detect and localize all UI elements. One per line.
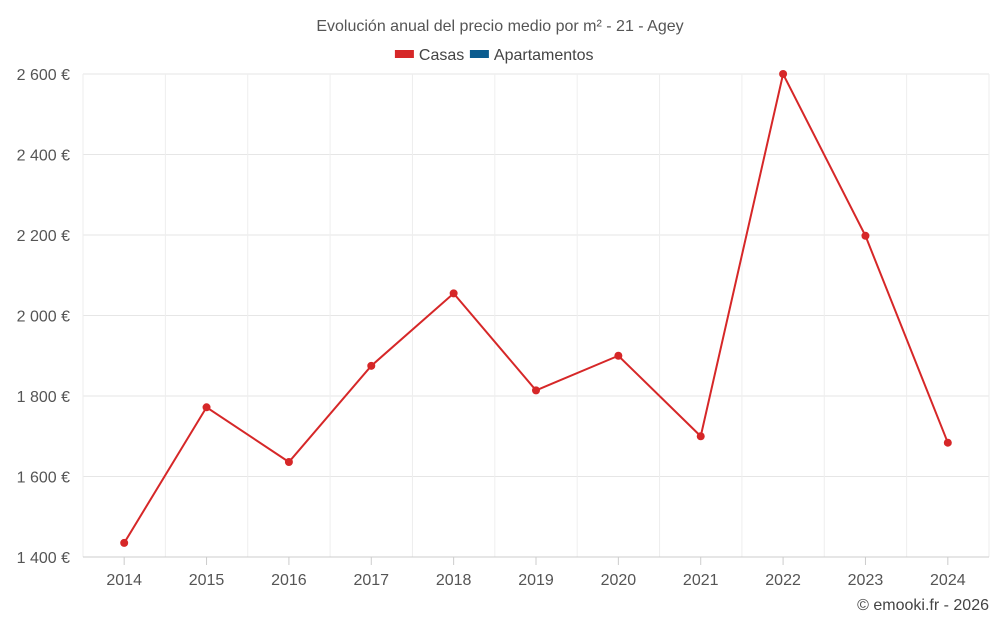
- y-tick-label: 2 200 €: [17, 228, 70, 245]
- legend-item-casas[interactable]: Casas: [394, 47, 464, 64]
- data-point[interactable]: [367, 361, 376, 370]
- data-point[interactable]: [614, 351, 623, 360]
- x-tick-label: 2014: [106, 572, 142, 589]
- x-tick-label: 2020: [601, 572, 637, 589]
- legend-swatch: [469, 50, 489, 58]
- x-tick-label: 2019: [518, 572, 554, 589]
- x-tick-label: 2017: [353, 572, 389, 589]
- x-tick-label: 2016: [271, 572, 307, 589]
- data-point[interactable]: [696, 432, 705, 441]
- y-tick-label: 1 800 €: [17, 389, 70, 406]
- data-point[interactable]: [449, 289, 458, 298]
- data-point[interactable]: [202, 403, 211, 412]
- data-point[interactable]: [532, 386, 540, 395]
- x-tick-label: 2015: [189, 572, 225, 589]
- x-tick-label: 2018: [436, 572, 472, 589]
- data-point[interactable]: [779, 70, 788, 78]
- x-tick-label: 2022: [765, 572, 801, 589]
- legend-swatch: [394, 50, 414, 58]
- chart-title: Evolución anual del precio medio por m² …: [316, 18, 683, 35]
- y-tick-label: 2 600 €: [17, 67, 70, 84]
- data-point[interactable]: [861, 231, 870, 240]
- y-tick-label: 2 400 €: [17, 148, 70, 165]
- series-layer: [120, 70, 952, 547]
- y-tick-label: 1 400 €: [17, 550, 70, 567]
- x-tick-label: 2021: [683, 572, 719, 589]
- axes: 1 400 € 1 600 € 1 800 € 2 000 € 2 200 € 2 400…: [17, 67, 989, 589]
- data-point[interactable]: [120, 538, 129, 547]
- y-tick-label: 1 600 €: [17, 470, 70, 487]
- y-tick-label: 2 000 €: [17, 309, 70, 326]
- legend-label: Casas: [419, 47, 464, 64]
- grid: [82, 73, 990, 557]
- data-point[interactable]: [943, 438, 952, 447]
- x-tick-label: 2024: [930, 572, 966, 589]
- legend-label: Apartamentos: [494, 47, 594, 64]
- legend-item-apartamentos[interactable]: Apartamentos: [469, 47, 594, 64]
- credit-text: © emooki.fr - 2026: [857, 597, 989, 614]
- legend[interactable]: Casas Apartamentos: [394, 47, 594, 64]
- data-point[interactable]: [284, 458, 293, 467]
- x-tick-label: 2023: [848, 572, 884, 589]
